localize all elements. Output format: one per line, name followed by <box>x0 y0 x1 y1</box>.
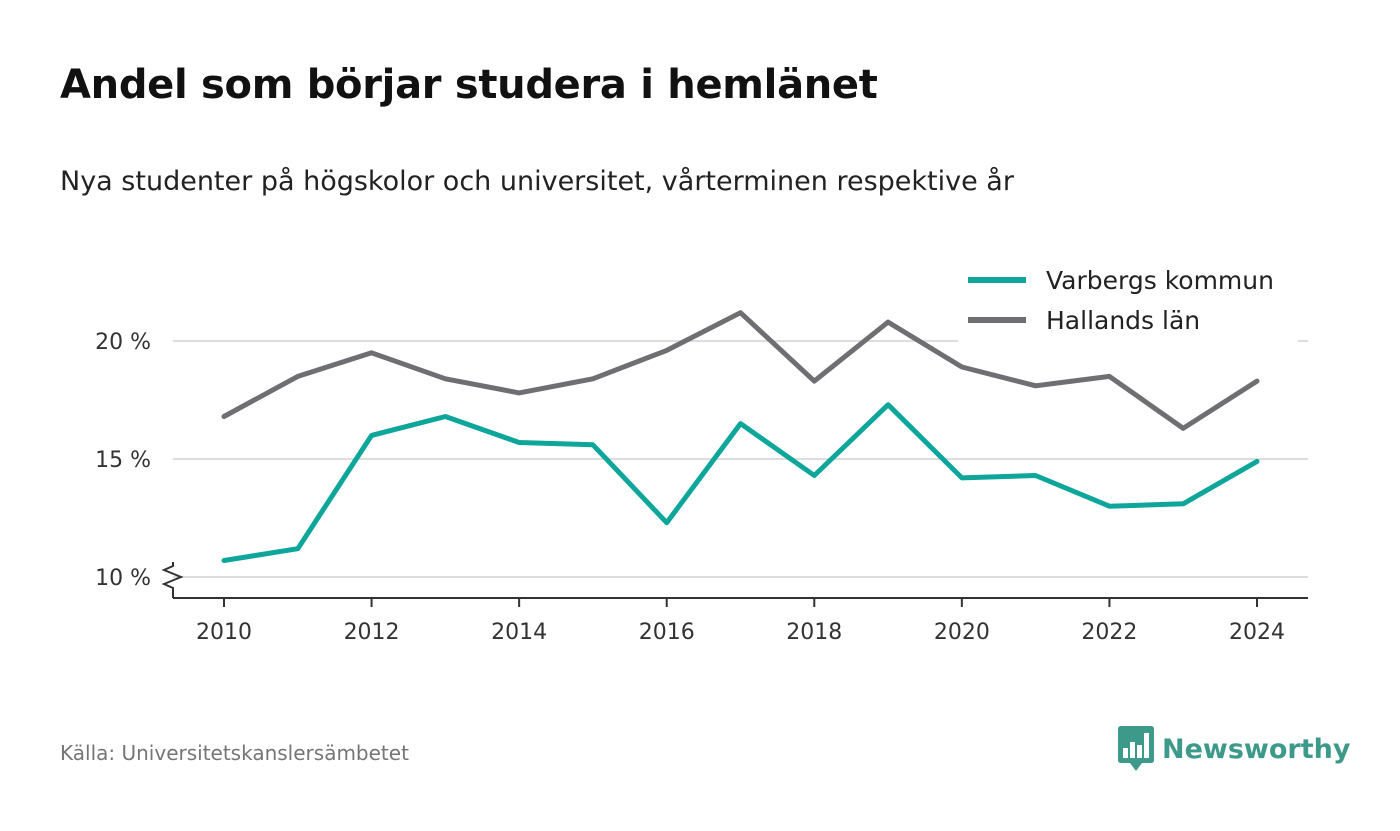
newsworthy-logo-icon <box>1118 726 1154 771</box>
legend-label: Varbergs kommun <box>1046 266 1274 295</box>
x-tick-label: 2014 <box>491 620 547 645</box>
series-line <box>221 402 1260 563</box>
x-tick-label: 2012 <box>344 620 400 645</box>
axes: 10 % 15 % 20 % 2010 2012 2014 2016 2018 2020 2022… <box>95 330 1308 645</box>
grid-lines <box>173 340 1308 578</box>
y-tick-label: 10 % <box>95 566 151 591</box>
legend-label: Hallands län <box>1046 306 1200 335</box>
x-tick-label: 2022 <box>1081 620 1137 645</box>
y-tick-label: 20 % <box>95 330 151 355</box>
brand-logo: Newsworthy <box>1118 726 1350 772</box>
x-tick-label: 2018 <box>786 620 842 645</box>
y-tick-label: 15 % <box>95 448 151 473</box>
x-tick-label: 2016 <box>639 620 695 645</box>
chart-title: Andel som börjar studera i hemlänet <box>60 62 878 108</box>
y-axis-break <box>161 562 184 598</box>
x-tick-label: 2024 <box>1229 620 1285 645</box>
chart-subtitle: Nya studenter på högskolor och universit… <box>60 166 1014 197</box>
brand-name: Newsworthy <box>1162 733 1351 765</box>
legend: Varbergs kommun Hallands län <box>958 262 1298 342</box>
x-tick-label: 2010 <box>196 620 252 645</box>
source-note: Källa: Universitetskanslersämbetet <box>60 741 409 765</box>
series-line <box>221 310 1260 431</box>
line-chart: 10 % 15 % 20 % 2010 2012 2014 2016 2018 2020 2022… <box>95 262 1308 645</box>
x-tick-label: 2020 <box>934 620 990 645</box>
legend-background <box>958 262 1298 342</box>
series-lines <box>221 310 1260 563</box>
